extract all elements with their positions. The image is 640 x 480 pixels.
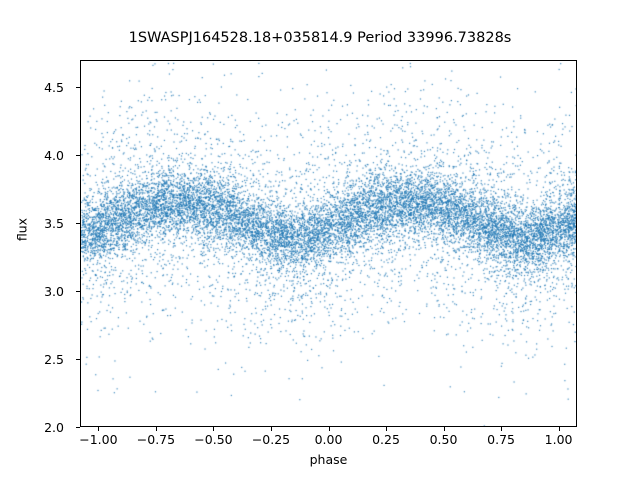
y-tick-mark [76,87,80,89]
x-tick-label: −1.00 [79,432,118,447]
x-tick-label: −0.75 [136,432,176,447]
y-tick-label: 3.0 [44,283,64,299]
x-tick-label: 0.75 [487,432,515,447]
y-tick-label: 2.5 [44,351,64,367]
x-tick-mark [270,427,272,431]
y-tick-mark [76,291,80,293]
x-tick-label: −0.50 [194,432,233,447]
x-tick-mark [155,427,157,431]
y-tick-mark [76,155,80,157]
x-tick-mark [98,427,100,431]
x-tick-label: −0.25 [251,432,291,447]
y-tick-mark [76,427,80,428]
y-tick-label: 2.0 [44,419,64,435]
y-tick-label: 4.0 [44,147,64,163]
x-tick-label: 0.25 [372,432,400,447]
x-tick-label: 0.50 [429,432,458,447]
plot-title: 1SWASPJ164528.18+035814.9 Period 33996.7… [128,30,512,46]
y-axis-label: flux [14,217,30,242]
y-tick-mark [76,359,80,361]
x-axis-label: phase [309,452,348,467]
x-tick-mark [558,427,560,431]
x-tick-mark [328,427,330,431]
y-tick-label: 4.5 [44,79,64,95]
plot-axes [80,60,577,427]
y-tick-mark [76,223,80,225]
x-tick-mark [443,427,445,431]
x-tick-mark [213,427,215,431]
scatter-points-layer [81,61,576,426]
y-tick-label: 3.5 [44,215,64,231]
x-tick-mark [386,427,388,431]
x-tick-mark [501,427,503,431]
x-tick-label: 0.00 [314,432,343,447]
x-tick-label: 1.00 [544,432,573,447]
